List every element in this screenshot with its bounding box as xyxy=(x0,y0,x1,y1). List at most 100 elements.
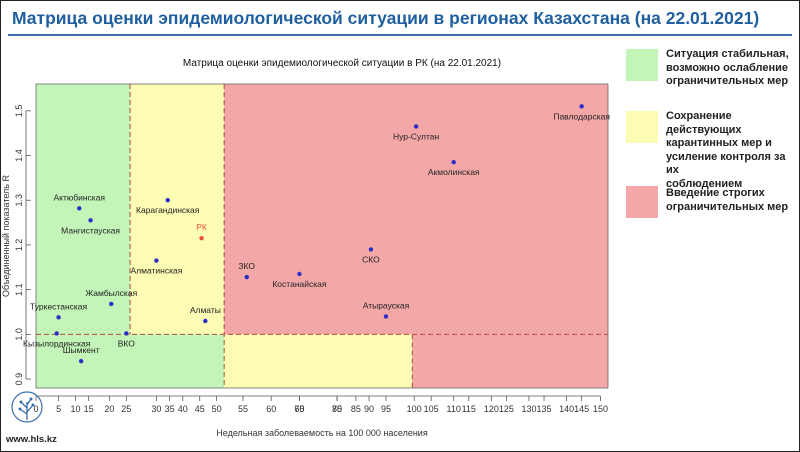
zone-3 xyxy=(130,84,225,335)
data-point xyxy=(109,301,114,307)
data-point-label: Алматинская xyxy=(130,266,182,276)
y-tick-label: 1.3 xyxy=(14,194,24,207)
data-point-label: Кызылординская xyxy=(23,338,91,348)
legend-line: Ситуация стабильная, xyxy=(666,48,789,60)
x-tick-label: 0 xyxy=(33,404,38,414)
x-tick-label: 60 xyxy=(266,404,276,414)
hls-logo-icon xyxy=(11,391,43,423)
data-point xyxy=(579,104,584,109)
x-tick-label: 65 xyxy=(294,404,304,414)
data-point xyxy=(244,274,249,280)
y-tick-label: 1.2 xyxy=(14,239,24,252)
x-tick-label: 5 xyxy=(56,404,61,414)
data-point-label: Костанайская xyxy=(272,279,327,289)
data-point-label: Жамбылская xyxy=(85,288,137,298)
x-tick-label: 70 xyxy=(294,404,304,414)
x-tick-label: 125 xyxy=(499,404,514,414)
legend-line: Введение строгих xyxy=(666,187,765,199)
y-tick-label: 1.4 xyxy=(14,149,24,162)
data-point-label: Карагандинская xyxy=(136,205,200,215)
data-point xyxy=(383,314,389,319)
legend-swatch-3 xyxy=(626,186,658,218)
plot-border xyxy=(35,83,609,389)
data-point xyxy=(54,331,59,336)
data-point-label: Алматы xyxy=(190,305,221,315)
site-url[interactable]: www.hls.kz xyxy=(6,434,57,445)
x-tick-label: 35 xyxy=(165,404,175,414)
x-tick-label: 130 xyxy=(521,404,536,414)
data-point-label: ВКО xyxy=(118,338,136,348)
data-point xyxy=(203,318,208,324)
zone-1 xyxy=(36,84,131,335)
x-tick-label: 15 xyxy=(84,404,94,414)
legend-swatch-1 xyxy=(626,49,658,81)
x-tick-label: 95 xyxy=(381,404,391,414)
data-point xyxy=(78,358,84,364)
data-point-label: Нур-Султан xyxy=(393,131,440,141)
x-tick-label: 85 xyxy=(351,404,361,414)
x-tick-label: 120 xyxy=(484,404,499,414)
data-point xyxy=(199,236,204,241)
page-title: Матрица оценки эпидемиологической ситуац… xyxy=(12,8,760,28)
chart-title: Матрица оценки эпидемиологической ситуац… xyxy=(183,58,501,69)
data-point-label: Акмолинская xyxy=(428,167,480,177)
legend-line: возможно ослабление xyxy=(666,61,788,74)
data-point xyxy=(124,331,129,336)
x-tick-label: 140 xyxy=(559,404,574,414)
data-point-label: Туркестанская xyxy=(30,301,87,311)
x-tick-label: 80 xyxy=(332,404,342,414)
x-tick-label: 25 xyxy=(121,404,131,414)
x-tick-label: 110 xyxy=(447,404,461,414)
x-tick-label: 50 xyxy=(212,404,222,414)
x-tick-label: 145 xyxy=(574,404,589,414)
y-tick-label: 1.0 xyxy=(14,328,24,341)
legend-line: ограничительных мер xyxy=(666,75,789,87)
legend-line: Сохранение действующих xyxy=(666,110,742,136)
x-axis-label: Недельная заболеваемость на 100 000 насе… xyxy=(216,428,428,438)
x-tick-label: 90 xyxy=(364,404,374,414)
y-tick-label: 1.5 xyxy=(14,105,24,118)
x-tick-label: 20 xyxy=(104,404,114,414)
data-point xyxy=(77,206,82,211)
zone-5 xyxy=(224,84,608,335)
data-point-label: Павлодарская xyxy=(553,111,610,121)
x-tick-label: 105 xyxy=(424,404,439,414)
zone-6 xyxy=(412,334,608,388)
x-tick-label: 75 xyxy=(332,404,342,414)
x-tick-label: 45 xyxy=(195,404,205,414)
x-tick-label: 100 xyxy=(407,404,422,414)
legend-line: усиление контроля за их xyxy=(666,150,786,177)
x-tick-label: 55 xyxy=(238,404,248,414)
y-tick-label: 1.1 xyxy=(14,283,24,296)
x-tick-label: 30 xyxy=(151,404,161,414)
legend-line: соблюдением xyxy=(666,177,743,190)
x-tick-label: 115 xyxy=(462,404,476,414)
data-point-label: Актюбинская xyxy=(53,192,105,202)
legend-text-1: Ситуация стабильная, возможно ослабление о… xyxy=(666,48,789,89)
title-divider xyxy=(8,34,792,36)
data-point xyxy=(88,218,93,223)
data-point-label: Мангистауская xyxy=(61,225,120,235)
data-point xyxy=(56,315,61,320)
zone-4 xyxy=(224,334,413,388)
legend-line: карантинных мер и xyxy=(666,137,772,149)
data-point-label: Атырауская xyxy=(363,300,410,310)
data-point xyxy=(451,160,456,165)
legend-line: ограничительных мер xyxy=(666,200,789,213)
data-point xyxy=(297,271,302,277)
x-tick-label: 10 xyxy=(71,404,81,414)
data-point-label: СКО xyxy=(362,254,380,264)
data-point-label: Шымкент xyxy=(63,345,100,355)
data-point-label: ЗКО xyxy=(238,261,255,271)
data-point xyxy=(165,198,170,203)
x-tick-label: 135 xyxy=(537,404,552,414)
y-axis-label: Объединенный показатель R xyxy=(1,175,11,298)
data-point xyxy=(413,124,419,129)
data-point xyxy=(154,258,159,263)
x-tick-label: 150 xyxy=(593,404,608,414)
legend-text-3: Введение строгих ограничительных мер xyxy=(666,187,788,214)
x-tick-label: 40 xyxy=(178,404,188,414)
data-point-label: РК xyxy=(196,222,207,232)
